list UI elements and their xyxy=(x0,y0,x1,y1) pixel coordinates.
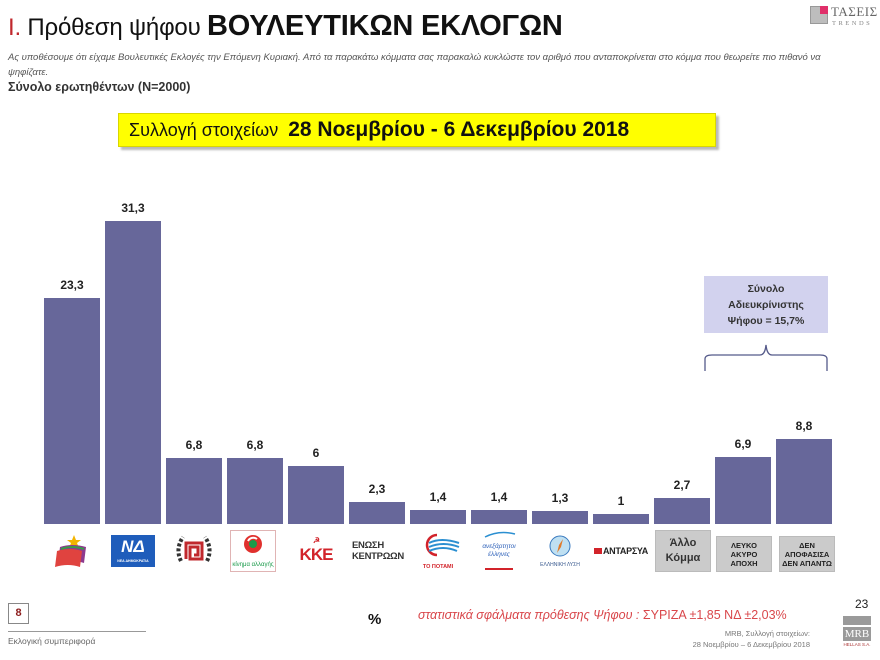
data-collection-banner: Συλλογή στοιχείων 28 Νοεμβρίου - 6 Δεκεμ… xyxy=(118,113,716,147)
survey-question: Ας υποθέσουμε ότι είχαμε Βουλευτικές Εκλ… xyxy=(8,52,821,78)
bar-12 xyxy=(715,457,771,524)
bar-3 xyxy=(166,458,222,524)
kke-logo: ☭ ΚΚΕ xyxy=(299,536,334,565)
bar-value-label: 6 xyxy=(312,446,320,460)
den-apofasisa-label: ΔΕΝ ΑΠΟΦΑΣΙΣΑ ΔΕΝ ΑΠΑΝΤΩ xyxy=(779,536,835,572)
bar-10 xyxy=(593,514,649,524)
kinal-logo: κίνημα αλλαγής xyxy=(230,530,276,572)
bar-value-label: 2,7 xyxy=(673,478,691,492)
title-regular: Πρόθεση ψήφου xyxy=(27,14,201,41)
title-number: I. xyxy=(8,14,21,41)
antarsya-logo: ΑΝΤΑΡΣΥΑ xyxy=(593,530,649,572)
bar-value-label: 6,8 xyxy=(246,438,264,452)
curly-brace-icon xyxy=(704,344,828,371)
bar-11 xyxy=(654,498,710,524)
bar-2 xyxy=(105,221,161,524)
title-bold: ΒΟΥΛΕΥΤΙΚΩΝ ΕΚΛΟΓΩΝ xyxy=(206,10,563,42)
syriza-logo xyxy=(44,530,100,572)
bar-value-label: 2,3 xyxy=(368,482,386,496)
bar-value-label: 1,4 xyxy=(490,490,508,504)
bar-5 xyxy=(288,466,344,524)
bar-4 xyxy=(227,458,283,524)
golden-dawn-logo xyxy=(166,530,222,572)
statistical-errors-note: στατιστικά σφάλματα πρόθεσης Ψήφου : ΣΥΡ… xyxy=(418,608,787,622)
enosi-kentroon-logo: ΕΝΩΣΗ ΚΕΝΤΡΩΩΝ xyxy=(352,540,404,562)
bar-8 xyxy=(471,510,527,524)
bar-value-label: 1,3 xyxy=(551,491,569,505)
sample-size: Σύνολο ερωτηθέντων (N=2000) xyxy=(8,80,191,94)
bar-value-label: 1 xyxy=(617,494,625,508)
nd-logo: ΝΔ ΝΕΑ ΔΗΜΟΚΡΑΤΙΑ xyxy=(105,530,161,572)
potami-logo: ΤΟ ΠΟΤΑΜΙ xyxy=(410,530,466,572)
bar-value-label: 6,9 xyxy=(734,437,752,451)
percent-unit-label: % xyxy=(368,611,382,628)
bar-value-label: 23,3 xyxy=(60,278,84,292)
bar-13 xyxy=(776,439,832,524)
taseis-logo-icon xyxy=(810,6,828,24)
bar-7 xyxy=(410,510,466,524)
lefko-akyro-label: ΛΕΥΚΟ ΑΚΥΡΟ ΑΠΟΧΗ xyxy=(716,536,772,572)
source-note: MRB, Συλλογή στοιχείων: 28 Νοεμβρίου – 6… xyxy=(692,629,810,649)
bar-6 xyxy=(349,502,405,524)
page-number: 23 xyxy=(855,597,869,611)
banner-date: 28 Νοεμβρίου - 6 Δεκεμβρίου 2018 xyxy=(288,118,630,141)
banner-label: Συλλογή στοιχείων xyxy=(129,119,279,140)
bar-1 xyxy=(44,298,100,524)
brand-bottom-text: TRENDS xyxy=(832,20,873,27)
bar-value-label: 6,8 xyxy=(185,438,203,452)
bar-value-label: 31,3 xyxy=(121,201,145,215)
taseis-trends-logo: ΤΑΣΕΙΣ TRENDS xyxy=(810,4,877,32)
bar-value-label: 1,4 xyxy=(429,490,447,504)
section-number-box: 8 xyxy=(8,603,29,624)
mrb-logo: MRB HELLAS S.A. xyxy=(843,616,871,647)
footer-divider xyxy=(8,631,146,632)
section-name: Εκλογική συμπεριφορά xyxy=(8,636,96,646)
bar-value-label: 8,8 xyxy=(795,419,813,433)
brand-top-text: ΤΑΣΕΙΣ xyxy=(831,4,878,19)
page-title: I. Πρόθεση ψήφου ΒΟΥΛΕΥΤΙΚΩΝ ΕΚΛΟΓΩΝ xyxy=(8,10,563,43)
anel-logo: ανεξάρτητοι έλληνες xyxy=(471,530,527,572)
bar-chart: 23,3 31,3 6,8 6,8 6 2,3 1,4 1,4 1,3 1 2,7 6,9 8,8 xyxy=(44,201,832,524)
bar-9 xyxy=(532,511,588,524)
elliniki-lysi-logo: ΕΛΛΗΝΙΚΗ ΛΥΣΗ xyxy=(532,530,588,572)
allo-komma-label: Άλλο Κόμμα xyxy=(655,530,711,572)
undecided-total-annotation: Σύνολο Αδιευκρίνιστης Ψήφου = 15,7% xyxy=(704,276,828,333)
